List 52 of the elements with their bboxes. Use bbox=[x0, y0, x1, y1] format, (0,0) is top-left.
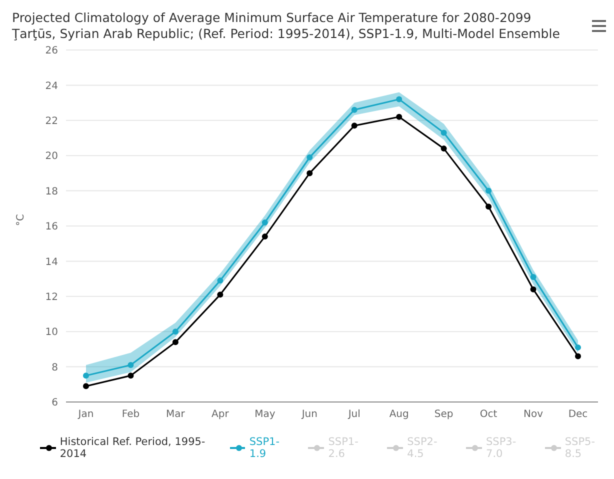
chart-subtitle: Ţarţūs, Syrian Arab Republic; (Ref. Period: 1995-2014), SSP1-1.9, Multi-Model Ensemble bbox=[12, 26, 561, 42]
y-tick-label: 20 bbox=[45, 151, 58, 162]
legend-label: SSP1-1.9 bbox=[249, 436, 281, 460]
point bbox=[172, 339, 178, 346]
x-tick-label: Oct bbox=[480, 409, 498, 420]
point bbox=[396, 114, 402, 120]
point bbox=[486, 188, 492, 194]
y-tick-label: 18 bbox=[45, 186, 58, 198]
point bbox=[262, 234, 268, 240]
point bbox=[575, 353, 581, 360]
chart-title: Projected Climatology of Average Minimum Surface Air Temperature for 2080-2099 bbox=[12, 10, 532, 26]
x-tick-label: May bbox=[254, 409, 276, 420]
point bbox=[128, 362, 134, 368]
y-tick-label: 22 bbox=[45, 116, 58, 127]
point bbox=[172, 328, 178, 335]
point bbox=[217, 292, 224, 298]
y-axis-title: °C bbox=[16, 214, 27, 226]
y-tick-label: 24 bbox=[45, 80, 58, 92]
x-tick-label: Mar bbox=[166, 409, 186, 420]
point bbox=[530, 286, 536, 292]
point bbox=[217, 278, 224, 284]
point bbox=[440, 146, 447, 152]
x-tick-label: Feb bbox=[122, 409, 140, 420]
y-tick-label: 12 bbox=[45, 292, 58, 303]
y-tick-label: 6 bbox=[52, 398, 58, 409]
y-tick-label: 8 bbox=[52, 362, 58, 374]
point bbox=[486, 204, 492, 210]
point bbox=[351, 106, 358, 113]
point bbox=[306, 154, 313, 160]
legend-label: Historical Ref. Period, 1995-2014 bbox=[60, 436, 206, 460]
point bbox=[396, 96, 402, 102]
point bbox=[128, 372, 134, 379]
x-tick-label: Dec bbox=[568, 409, 588, 420]
x-tick-label: Sep bbox=[434, 409, 454, 420]
point bbox=[440, 130, 447, 136]
x-tick-label: Aug bbox=[389, 409, 409, 420]
point bbox=[306, 170, 313, 176]
y-tick-label: 26 bbox=[45, 46, 58, 57]
x-tick-label: Nov bbox=[524, 409, 544, 420]
x-tick-label: Apr bbox=[212, 409, 230, 420]
point bbox=[575, 344, 581, 350]
x-tick-label: Jul bbox=[347, 409, 360, 420]
x-tick-label: Jun bbox=[300, 409, 318, 420]
point bbox=[83, 383, 89, 390]
point bbox=[262, 219, 268, 226]
x-tick-label: Jan bbox=[77, 409, 94, 420]
y-tick-label: 14 bbox=[45, 256, 58, 268]
y-tick-label: 10 bbox=[45, 327, 58, 338]
point bbox=[83, 372, 89, 379]
point bbox=[351, 122, 358, 129]
y-tick-label: 16 bbox=[45, 222, 58, 233]
point bbox=[530, 274, 536, 280]
